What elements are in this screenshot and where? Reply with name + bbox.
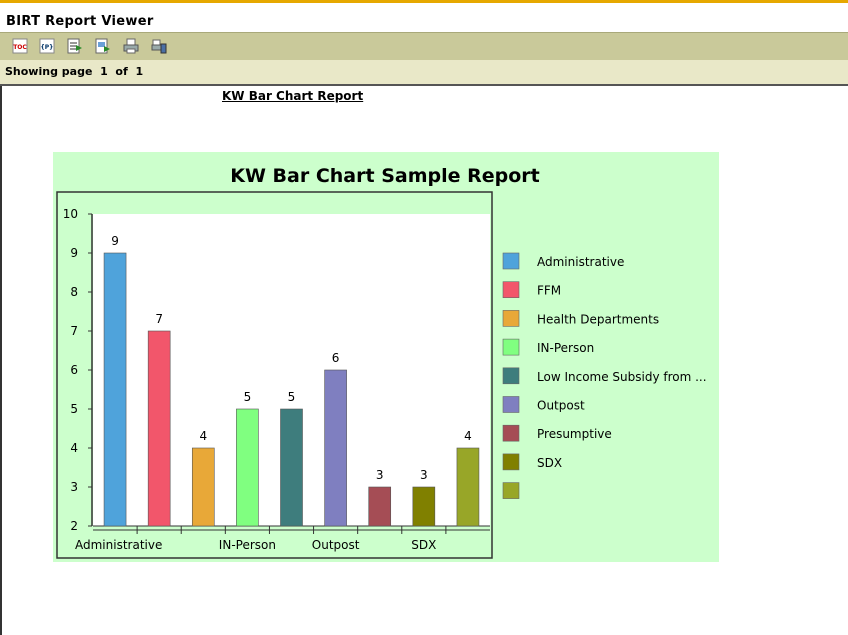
svg-text:{P}: {P} bbox=[41, 44, 54, 51]
svg-text:TOC: TOC bbox=[13, 44, 27, 51]
page-status: Showing page 1 of 1 bbox=[5, 65, 143, 78]
legend-label: IN-Person bbox=[537, 341, 594, 355]
page-label: Showing page bbox=[5, 65, 93, 78]
pagination-bar: Showing page 1 of 1 bbox=[0, 60, 848, 86]
legend-label: Low Income Subsidy from ... bbox=[537, 370, 707, 384]
y-tick-label: 7 bbox=[70, 324, 78, 338]
legend-label: FFM bbox=[537, 284, 561, 298]
toc-icon: TOC bbox=[12, 38, 28, 54]
y-tick-label: 8 bbox=[70, 285, 78, 299]
data-label: 9 bbox=[111, 234, 119, 248]
bar bbox=[412, 486, 436, 527]
legend-swatch bbox=[502, 310, 520, 327]
data-label: 4 bbox=[464, 429, 472, 443]
bar bbox=[368, 486, 392, 527]
data-label: 4 bbox=[199, 429, 207, 443]
y-tick-label: 10 bbox=[63, 207, 78, 221]
app-title: BIRT Report Viewer bbox=[6, 14, 154, 29]
bar-chart: KW Bar Chart Sample Report 2 3 4 5 6 7 8 9 10 9 7 4 5… bbox=[56, 165, 707, 559]
legend-swatch bbox=[502, 367, 520, 385]
total-pages: 1 bbox=[135, 65, 144, 78]
export-report-button[interactable] bbox=[94, 38, 112, 54]
legend-label: Outpost bbox=[537, 399, 585, 413]
bar bbox=[147, 330, 171, 527]
print-server-icon bbox=[151, 39, 167, 54]
bar bbox=[456, 447, 480, 527]
legend-label: Administrative bbox=[537, 255, 624, 269]
export-report-icon bbox=[95, 38, 110, 54]
legend-swatch bbox=[502, 482, 520, 499]
y-tick-label: 6 bbox=[70, 363, 78, 377]
y-tick-label: 9 bbox=[70, 246, 78, 260]
content-left-border bbox=[0, 86, 2, 635]
toolbar: TOC {P} bbox=[0, 32, 848, 61]
top-accent-bar bbox=[0, 0, 848, 3]
x-tick-label: SDX bbox=[411, 538, 436, 552]
export-data-button[interactable] bbox=[66, 38, 84, 54]
y-tick-label: 4 bbox=[70, 441, 78, 455]
parameters-icon: {P} bbox=[39, 38, 55, 54]
plot-frame bbox=[56, 191, 493, 559]
y-tick-label: 3 bbox=[70, 480, 78, 494]
data-label: 5 bbox=[244, 390, 252, 404]
y-tick-label: 5 bbox=[70, 402, 78, 416]
data-label: 6 bbox=[332, 351, 340, 365]
data-label: 3 bbox=[376, 468, 384, 482]
bar bbox=[280, 408, 303, 527]
legend-swatch bbox=[502, 281, 520, 298]
print-server-button[interactable] bbox=[150, 38, 168, 54]
chart-container: KW Bar Chart Sample Report 2 3 4 5 6 7 8 9 10 9 7 4 5… bbox=[53, 152, 719, 562]
current-page: 1 bbox=[100, 65, 108, 78]
legend-label: Health Departments bbox=[537, 312, 659, 326]
legend-label: Presumptive bbox=[537, 427, 612, 441]
legend-swatch bbox=[502, 396, 520, 413]
bar bbox=[103, 252, 127, 527]
parameters-button[interactable]: {P} bbox=[38, 38, 56, 54]
data-label: 7 bbox=[155, 312, 163, 326]
data-label: 5 bbox=[288, 390, 296, 404]
x-tick-label: IN-Person bbox=[219, 538, 276, 552]
bar bbox=[324, 369, 347, 527]
legend-label: SDX bbox=[537, 456, 562, 470]
bar bbox=[236, 408, 259, 527]
toc-button[interactable]: TOC bbox=[11, 38, 29, 54]
print-icon bbox=[123, 38, 139, 54]
data-label: 3 bbox=[420, 468, 428, 482]
x-tick-label: Administrative bbox=[75, 538, 162, 552]
print-button[interactable] bbox=[122, 38, 140, 54]
chart-title: KW Bar Chart Sample Report bbox=[230, 165, 539, 187]
legend-swatch bbox=[502, 453, 520, 471]
legend-swatch bbox=[502, 424, 520, 442]
report-title: KW Bar Chart Report bbox=[222, 89, 364, 103]
x-tick-label: Outpost bbox=[312, 538, 360, 552]
y-tick-label: 2 bbox=[70, 519, 78, 533]
of-label: of bbox=[115, 65, 128, 78]
export-data-icon bbox=[67, 38, 82, 54]
bar bbox=[191, 447, 215, 527]
legend-swatch bbox=[502, 252, 520, 270]
legend-swatch bbox=[502, 338, 520, 356]
